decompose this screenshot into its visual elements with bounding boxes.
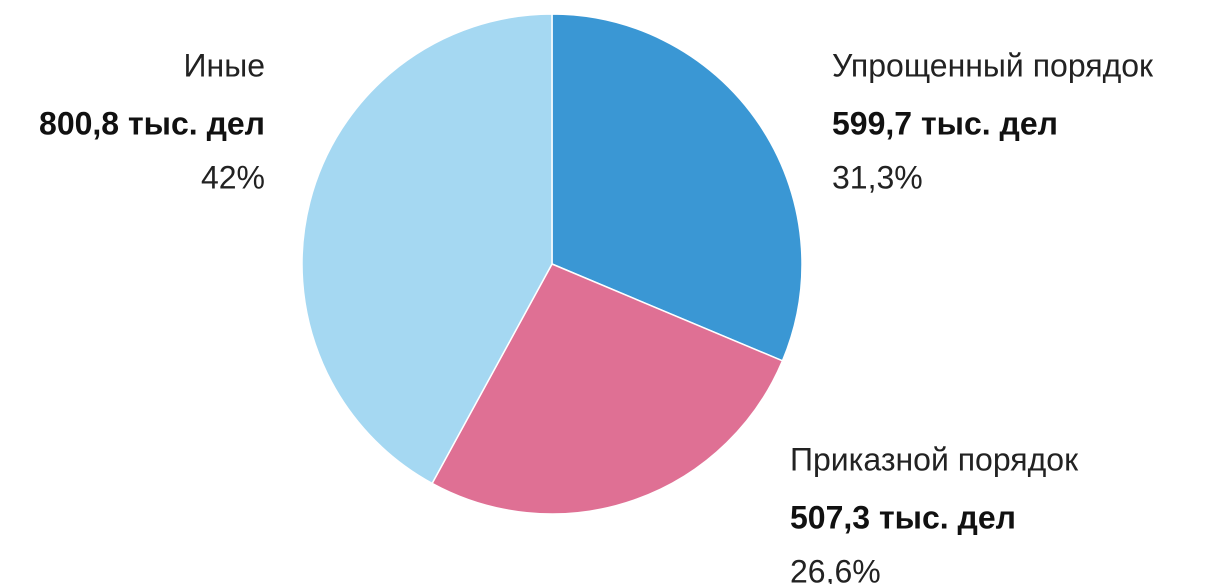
percent-label: 42% [201,159,265,195]
pie-slice [301,13,553,485]
slice-label: Иные [184,47,265,83]
slice-label: Приказной порядок [790,441,1079,477]
pie-slice [551,13,803,362]
amount-label: 507,3 тыс. дел [790,499,1016,535]
amount-label: 599,7 тыс. дел [832,105,1058,141]
percent-label: 31,3% [832,159,923,195]
pie-slice [431,263,784,515]
slice-label: Упрощенный порядок [832,47,1154,83]
percent-label: 26,6% [790,553,881,584]
amount-label: 800,8 тыс. дел [39,105,265,141]
